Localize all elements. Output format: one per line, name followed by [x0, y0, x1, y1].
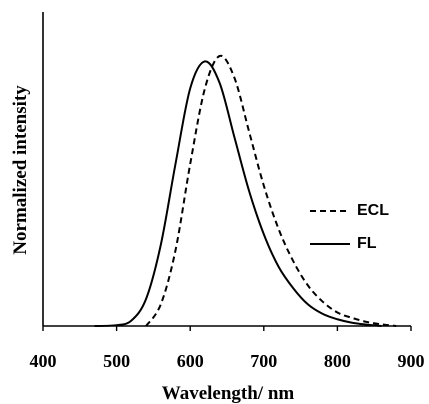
x-tick-label: 400 [30, 351, 57, 371]
x-tick-label: 700 [250, 351, 277, 371]
legend: ECL FL [310, 202, 389, 252]
series-line-ecl [145, 54, 397, 327]
x-tick-label: 600 [177, 351, 204, 371]
x-tick-label: 800 [324, 351, 351, 371]
series-line-fl [94, 60, 382, 327]
x-tick-label: 500 [103, 351, 130, 371]
series-group [94, 54, 397, 327]
y-axis-title: Normalized intensity [10, 85, 31, 255]
x-tick-label: 900 [398, 351, 425, 371]
axes [42, 12, 411, 327]
x-axis-title: Wavelength/ nm [162, 383, 295, 404]
legend-label-ecl: ECL [357, 202, 389, 219]
legend-label-fl: FL [357, 235, 377, 252]
x-ticks: 400 500 600 700 800 900 [30, 326, 425, 371]
